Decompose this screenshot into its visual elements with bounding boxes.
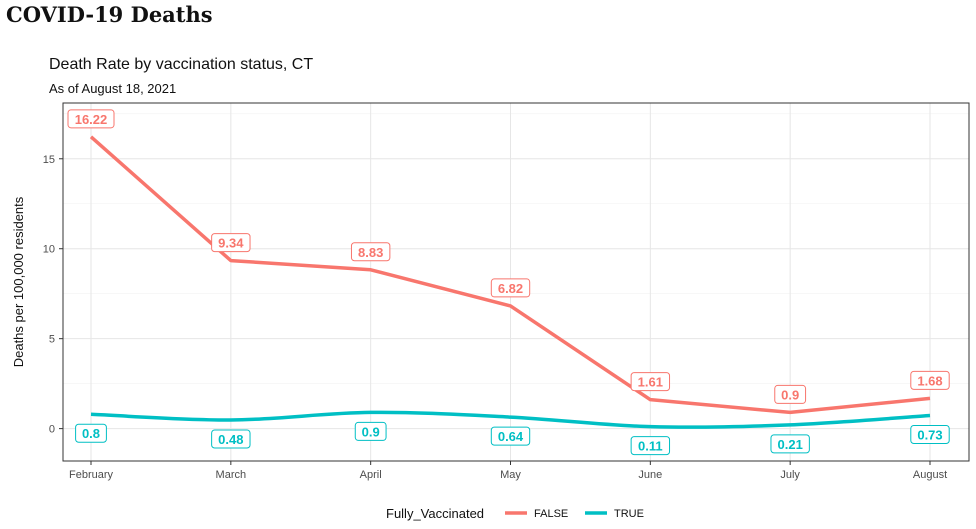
- data-label-box: [910, 370, 950, 390]
- data-label-text: 0.11: [638, 439, 663, 454]
- data-label-text: 0.48: [218, 432, 243, 447]
- data-label-text: 0.9: [362, 424, 380, 439]
- data-label-text: 6.82: [498, 281, 523, 296]
- data-label-false: 8.83: [350, 242, 391, 262]
- data-label-box: [774, 384, 807, 404]
- data-label-text: 9.34: [218, 236, 244, 251]
- data-label-true: 0.8: [75, 423, 107, 443]
- plot-panel-border: [62, 102, 970, 462]
- chart-subtitle: As of August 18, 2021: [49, 81, 177, 96]
- data-label-true: 0.64: [490, 426, 531, 446]
- data-label-false: 9.34: [211, 233, 251, 253]
- data-label-box: [354, 421, 387, 441]
- data-label-box: [910, 424, 950, 444]
- x-tick-label: June: [638, 469, 662, 481]
- data-label-text: 0.8: [82, 426, 100, 441]
- x-tick-label: July: [780, 469, 800, 481]
- data-label-text: 1.61: [638, 375, 663, 390]
- data-label-false: 6.82: [490, 278, 531, 298]
- data-label-text: 1.68: [917, 373, 942, 388]
- legend: Fully_Vaccinated FALSE TRUE: [386, 506, 644, 521]
- series-line-false: [89, 135, 931, 415]
- data-label-box: [211, 233, 251, 253]
- data-label-text: 0.9: [781, 387, 799, 402]
- legend-title: Fully_Vaccinated: [386, 506, 484, 521]
- series-line-true: [90, 410, 931, 429]
- data-label-true: 0.11: [630, 436, 671, 456]
- y-tick-label: 0: [49, 424, 55, 436]
- data-label-box: [490, 426, 531, 446]
- x-tick-label: March: [216, 469, 247, 481]
- page-title: COVID-19 Deaths: [6, 2, 213, 27]
- data-label-false: 1.61: [630, 372, 671, 392]
- data-label-box: [630, 372, 671, 392]
- data-label-true: 0.73: [910, 424, 950, 444]
- data-label-box: [350, 242, 391, 262]
- y-axis-label: Deaths per 100,000 residents: [11, 196, 26, 367]
- y-tick-label: 15: [43, 154, 55, 166]
- data-label-text: 16.22: [75, 112, 108, 127]
- x-tick-label: April: [360, 469, 382, 481]
- y-tick-label: 5: [49, 334, 55, 346]
- data-label-text: 0.21: [778, 437, 803, 452]
- data-label-text: 8.83: [358, 245, 383, 260]
- data-label-text: 0.73: [917, 427, 942, 442]
- data-label-box: [490, 278, 531, 298]
- data-label-true: 0.9: [354, 421, 387, 441]
- data-labels: 16.22 9.34 8.83 6.82 1.61 0.9 1.68 0.8 0.48 0.9 0.…: [67, 109, 950, 456]
- data-label-true: 0.21: [770, 434, 810, 454]
- data-label-box: [770, 434, 810, 454]
- data-label-true: 0.48: [211, 429, 251, 449]
- legend-label: TRUE: [614, 508, 644, 520]
- data-label-false: 16.22: [67, 109, 115, 129]
- chart-title: Death Rate by vaccination status, CT: [49, 56, 314, 73]
- data-label-text: 0.64: [498, 429, 524, 444]
- x-tick-label: May: [500, 469, 521, 481]
- data-label-false: 1.68: [910, 370, 950, 390]
- legend-label: FALSE: [534, 508, 568, 520]
- x-tick-label: February: [69, 469, 114, 481]
- axes: 0 5 10 15 February March April May June July Augus…: [43, 154, 947, 481]
- x-tick-label: August: [913, 469, 947, 481]
- data-label-box: [67, 109, 115, 129]
- data-label-box: [630, 436, 671, 456]
- data-label-false: 0.9: [774, 384, 807, 404]
- data-label-box: [75, 423, 107, 443]
- data-label-box: [211, 429, 251, 449]
- y-tick-label: 10: [43, 244, 55, 256]
- series-lines: [89, 135, 931, 429]
